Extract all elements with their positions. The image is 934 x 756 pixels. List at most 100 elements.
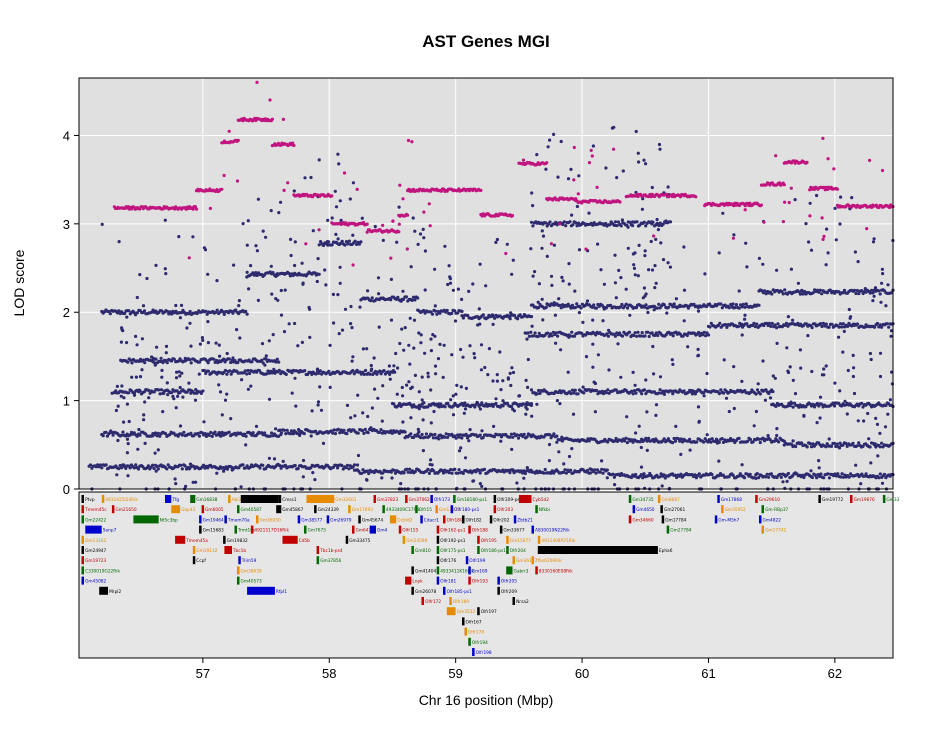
data-point <box>328 343 332 347</box>
gene-label: Dcbld2 <box>397 517 412 523</box>
data-point <box>522 469 526 473</box>
gene-label: Olfr199 <box>469 558 485 564</box>
data-point <box>620 302 624 307</box>
data-point <box>147 388 151 392</box>
gene-label: Gm19772 <box>822 497 843 503</box>
data-point <box>432 469 436 473</box>
data-point <box>378 369 382 373</box>
data-point <box>402 348 406 352</box>
gene-label: Tfbs6209Rik <box>534 558 562 564</box>
data-point <box>243 369 247 373</box>
gene-label: Olfr185-ps1 <box>447 589 473 595</box>
gene-label: 4931408P25Rik <box>541 538 575 544</box>
data-point <box>857 292 861 296</box>
data-point <box>646 310 650 315</box>
data-point <box>754 392 758 396</box>
data-point <box>606 388 610 392</box>
data-point <box>587 161 592 165</box>
data-point <box>737 474 741 478</box>
data-point <box>834 444 838 449</box>
data-point <box>453 309 457 313</box>
data-point <box>175 389 179 393</box>
data-point <box>466 313 470 318</box>
gene-label: Olfr189 <box>453 599 469 605</box>
data-point <box>401 197 405 201</box>
data-point <box>381 296 385 300</box>
data-point <box>690 389 694 393</box>
gene-label: Olfr186-ps1 <box>481 548 507 554</box>
data-point <box>757 476 761 480</box>
data-point <box>478 262 482 266</box>
data-point <box>673 439 678 443</box>
data-point <box>195 311 199 316</box>
gene-label: Nrsa2 <box>516 599 529 605</box>
data-point <box>365 478 369 482</box>
data-point <box>846 324 850 328</box>
data-point <box>127 419 131 424</box>
gene-bar <box>81 566 84 575</box>
data-point <box>475 400 479 404</box>
data-point <box>878 292 882 296</box>
data-point <box>472 352 476 356</box>
data-point <box>430 312 435 316</box>
data-point <box>813 473 817 477</box>
data-point <box>405 467 409 471</box>
data-point <box>467 289 471 293</box>
data-point <box>390 431 394 435</box>
data-point <box>293 263 297 268</box>
data-point <box>769 472 774 476</box>
data-point <box>295 431 299 436</box>
data-point <box>213 430 217 434</box>
data-point <box>508 371 512 375</box>
data-point <box>809 248 814 252</box>
gene-label: Gm27784 <box>670 528 691 534</box>
data-point <box>586 468 590 472</box>
data-point <box>717 459 721 463</box>
data-point <box>767 475 771 479</box>
data-point <box>696 405 701 409</box>
data-point <box>88 463 93 467</box>
data-point <box>541 234 546 238</box>
data-point <box>589 148 593 152</box>
data-point <box>398 401 402 406</box>
data-point <box>807 240 811 244</box>
x-axis: 57 58 59 60 61 62 <box>196 658 842 681</box>
data-point <box>591 365 595 369</box>
data-point <box>163 218 167 222</box>
data-point <box>376 276 381 280</box>
gene-label: Olfr167 <box>466 619 482 625</box>
data-point <box>741 302 746 306</box>
data-point <box>850 196 854 200</box>
data-point <box>412 435 416 440</box>
data-point <box>399 299 403 303</box>
data-point <box>121 329 125 333</box>
data-point <box>416 296 420 300</box>
data-point <box>441 375 445 379</box>
data-point <box>264 372 269 376</box>
data-point <box>522 402 527 406</box>
data-point <box>394 351 398 356</box>
gene-label: Tbc1b <box>232 548 246 554</box>
data-point <box>150 355 154 359</box>
data-point <box>373 369 378 374</box>
data-point <box>559 306 563 310</box>
data-point <box>473 405 477 409</box>
data-point <box>542 471 546 475</box>
data-point <box>423 435 427 439</box>
data-point <box>574 221 578 225</box>
data-point <box>428 462 432 467</box>
data-point <box>292 431 296 435</box>
gene-bar <box>228 495 231 503</box>
gene-bar <box>224 515 227 524</box>
data-point <box>634 129 638 134</box>
data-point <box>204 309 208 313</box>
data-point <box>242 432 246 436</box>
data-point <box>377 292 381 296</box>
data-point <box>373 224 377 229</box>
gene-bar <box>389 515 397 524</box>
data-point <box>575 224 579 228</box>
data-point <box>423 351 427 355</box>
data-point <box>192 391 196 395</box>
data-point <box>473 356 477 360</box>
data-point <box>440 436 444 440</box>
